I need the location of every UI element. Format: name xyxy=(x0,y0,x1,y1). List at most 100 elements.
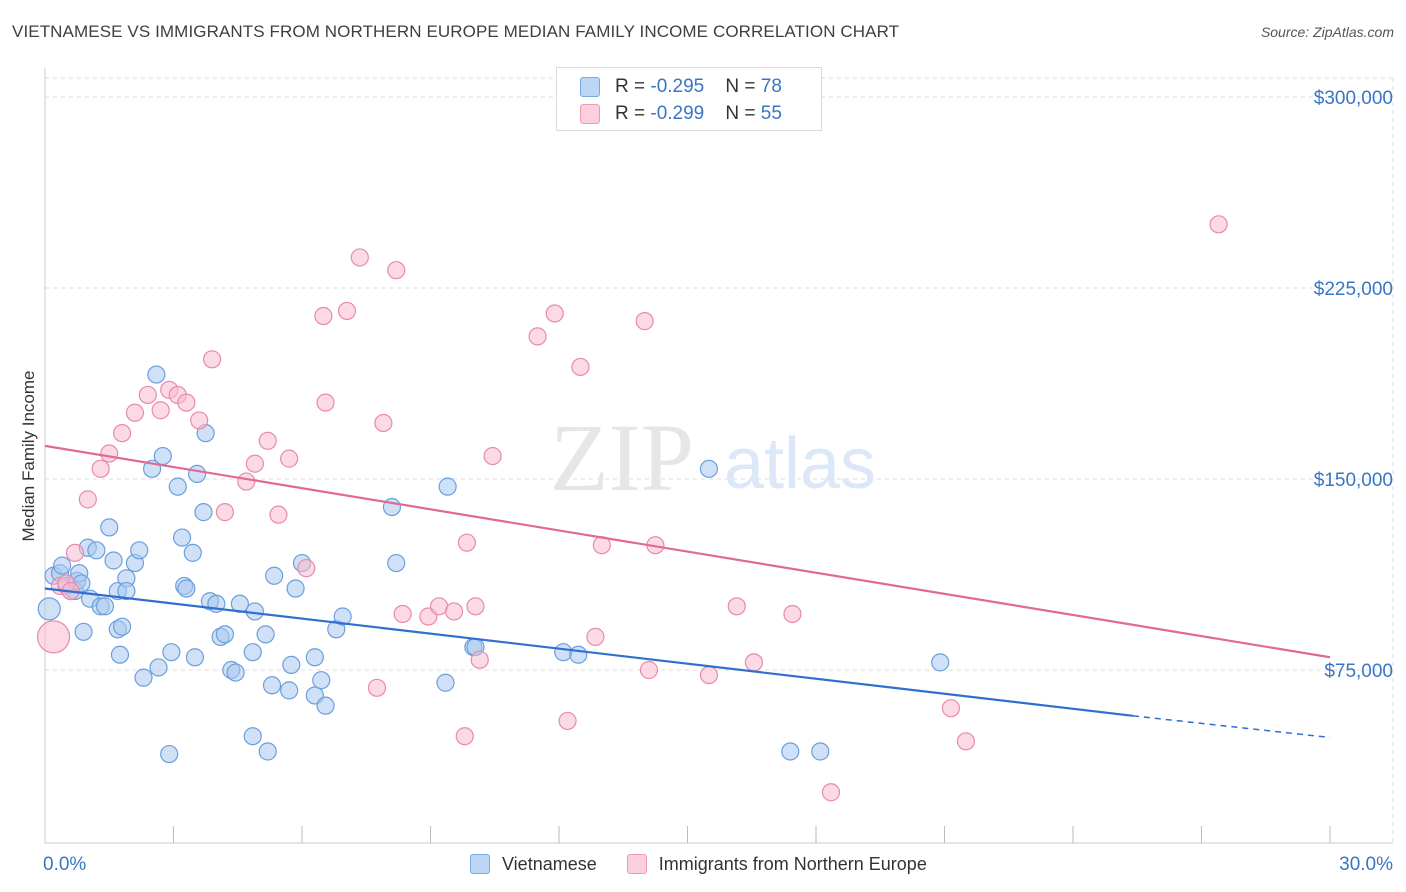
point-northern-europe xyxy=(374,413,393,433)
axis-labels: $300,000 $225,000 $150,000 $75,000 0.0% 30.0%… xyxy=(19,88,1393,875)
point-northern-europe xyxy=(125,403,145,422)
point-northern-europe xyxy=(177,393,196,412)
y-axis-title: Median Family Income xyxy=(19,370,38,541)
watermark-atlas: atlas xyxy=(724,424,876,504)
stats-legend: R = -0.295 N = 78 R = -0.299 N = 55 xyxy=(556,67,822,131)
point-northern-europe xyxy=(297,559,316,578)
point-northern-europe xyxy=(387,261,406,280)
trend-lines xyxy=(44,444,1331,739)
point-northern-europe xyxy=(237,472,256,491)
point-vietnamese xyxy=(387,553,406,573)
point-northern-europe xyxy=(316,393,335,412)
point-vietnamese xyxy=(333,607,352,626)
x-tick-label: 30.0% xyxy=(1339,854,1393,875)
pink-swatch xyxy=(626,854,647,874)
point-vietnamese xyxy=(554,643,573,662)
point-northern-europe xyxy=(202,350,222,369)
point-northern-europe xyxy=(1209,215,1228,234)
watermark-zip: ZIP xyxy=(550,404,694,511)
point-vietnamese xyxy=(215,625,234,644)
point-northern-europe xyxy=(280,449,299,468)
point-vietnamese xyxy=(258,742,277,761)
point-northern-europe xyxy=(91,459,110,478)
stats-row-northern-europe: R = -0.299 N = 55 xyxy=(580,102,782,126)
axes xyxy=(44,68,1393,844)
point-northern-europe xyxy=(151,401,170,420)
point-vietnamese xyxy=(185,648,205,667)
stats-row-vietnamese: R = -0.295 N = 78 xyxy=(580,75,782,99)
point-northern-europe xyxy=(138,385,157,405)
point-vietnamese xyxy=(226,663,245,682)
point-vietnamese xyxy=(282,655,301,675)
point-vietnamese xyxy=(37,597,61,621)
point-vietnamese xyxy=(177,579,196,598)
point-vietnamese xyxy=(100,518,119,537)
r-value: -0.295 xyxy=(650,76,705,97)
x-tick-label: 0.0% xyxy=(43,854,86,875)
n-label: N = xyxy=(725,103,761,124)
point-northern-europe xyxy=(470,650,489,669)
point-vietnamese xyxy=(87,541,106,560)
point-northern-europe xyxy=(457,533,477,552)
point-vietnamese xyxy=(699,459,719,478)
point-vietnamese xyxy=(149,658,168,677)
point-northern-europe xyxy=(258,431,277,450)
point-vietnamese xyxy=(110,645,130,664)
legend-label: Vietnamese xyxy=(502,853,597,874)
point-northern-europe xyxy=(100,444,119,463)
y-tick-label: $150,000 xyxy=(1314,470,1393,491)
point-northern-europe xyxy=(545,304,564,323)
blue-swatch xyxy=(470,854,490,874)
trend-line-vietnamese xyxy=(44,587,1134,717)
legend-item-northern-europe[interactable]: Immigrants from Northern Europe xyxy=(626,853,927,875)
point-northern-europe xyxy=(245,454,264,473)
point-vietnamese xyxy=(134,668,153,687)
point-northern-europe xyxy=(941,699,961,718)
point-vietnamese xyxy=(243,643,262,662)
n-value: 55 xyxy=(760,103,782,124)
source-label: Source: ZipAtlas.com xyxy=(1260,24,1394,40)
point-northern-europe xyxy=(112,424,132,443)
point-vietnamese xyxy=(312,671,331,690)
point-vietnamese xyxy=(95,597,115,616)
point-vietnamese xyxy=(781,742,800,761)
point-northern-europe xyxy=(190,411,209,430)
point-vietnamese xyxy=(811,742,830,761)
point-vietnamese xyxy=(931,653,950,672)
n-value: 78 xyxy=(760,76,782,97)
point-northern-europe xyxy=(821,783,841,802)
n-label: N = xyxy=(725,76,761,97)
legend-item-vietnamese[interactable]: Vietnamese xyxy=(470,854,597,875)
point-vietnamese xyxy=(243,727,262,746)
point-northern-europe xyxy=(314,306,333,326)
point-northern-europe xyxy=(455,727,474,746)
point-northern-europe xyxy=(36,620,71,654)
point-northern-europe xyxy=(586,627,605,646)
point-vietnamese xyxy=(112,617,132,636)
point-vietnamese xyxy=(172,528,192,547)
point-northern-europe xyxy=(956,732,976,751)
trend-line-vietnamese-extension xyxy=(1132,715,1331,739)
point-northern-europe xyxy=(215,503,234,522)
y-tick-label: $300,000 xyxy=(1314,88,1393,109)
point-vietnamese xyxy=(162,643,181,662)
point-northern-europe xyxy=(444,602,464,621)
point-vietnamese xyxy=(168,477,187,496)
point-vietnamese xyxy=(104,551,123,570)
watermark: ZIP atlas xyxy=(550,404,876,511)
trend-line-northern-europe xyxy=(44,444,1331,659)
point-vietnamese xyxy=(256,625,275,644)
point-northern-europe xyxy=(466,597,485,616)
r-label: R = xyxy=(615,76,651,97)
blue-swatch xyxy=(580,77,600,97)
point-vietnamese xyxy=(436,673,455,692)
legend-label: Immigrants from Northern Europe xyxy=(658,853,927,874)
point-northern-europe xyxy=(639,660,659,680)
point-northern-europe xyxy=(483,446,502,466)
point-northern-europe xyxy=(635,312,654,331)
point-vietnamese xyxy=(153,446,172,466)
point-northern-europe xyxy=(367,678,387,697)
chart-title: VIETNAMESE VS IMMIGRANTS FROM NORTHERN E… xyxy=(12,22,900,41)
point-vietnamese xyxy=(147,365,166,384)
r-label: R = xyxy=(615,103,651,124)
